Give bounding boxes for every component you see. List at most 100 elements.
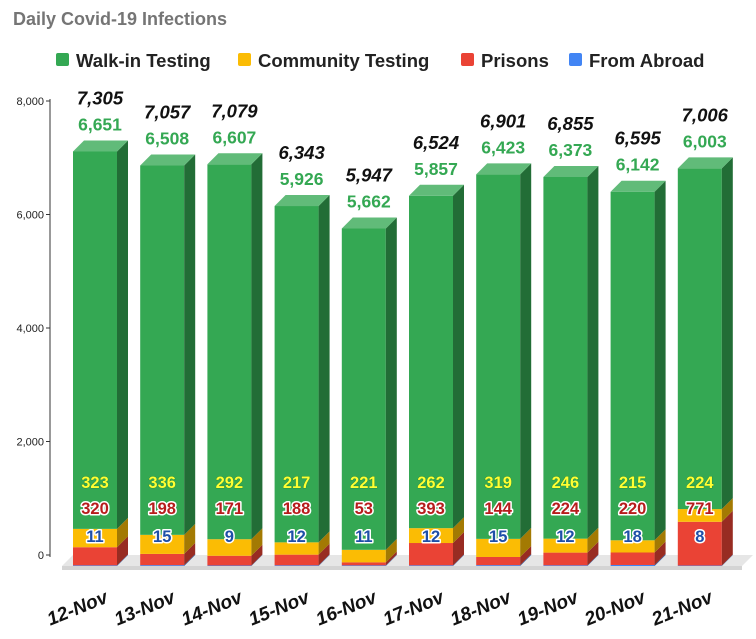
bar-3-series-1-front (274, 542, 319, 555)
bar-9-series-3-side (721, 554, 733, 566)
bar-4-series-3-side (385, 554, 397, 566)
x-tick-label-6: 18-Nov (447, 587, 515, 631)
bar-8-series-0-front (610, 191, 655, 541)
bar-0-series-3-front (73, 565, 117, 566)
bar-4-series-2-side (385, 551, 397, 566)
total-label-7: 6,855 (547, 113, 594, 134)
bar-4-series-1-front (341, 549, 386, 563)
bar-5 (409, 184, 464, 566)
community-label-9: 224 (686, 474, 714, 492)
bar-6-series-0-front (476, 174, 521, 539)
community-label-3: 217 (283, 474, 311, 492)
bar-3-series-3-front (274, 565, 319, 566)
bar-0 (73, 140, 128, 566)
bar-6-series-1-front (476, 538, 521, 557)
legend-swatch-2 (461, 53, 474, 66)
bar-4-series-0-side (385, 217, 397, 550)
data-labels: 7,305 6,651 323 320 11 7,057 6,508 336 198 15 7,07… (77, 87, 729, 547)
abroad-label-5: 12 (422, 528, 440, 546)
legend-swatch-1 (238, 53, 251, 66)
bar-8-top (610, 180, 666, 192)
total-label-9: 7,006 (682, 104, 729, 125)
bar-7-series-3-side (587, 554, 599, 566)
y-axis: 0 2,000 4,000 6,000 8,000 (16, 96, 51, 562)
bar-5-series-2-side (453, 532, 464, 566)
bar-0-series-2-front (73, 547, 117, 566)
abroad-label-8: 18 (623, 528, 641, 546)
bar-4-series-2-front (341, 562, 386, 566)
walkin-label-2: 6,607 (213, 127, 257, 147)
prisons-label-8: 220 (619, 500, 647, 518)
bar-8-series-3-front (610, 564, 655, 566)
community-label-7: 246 (552, 474, 580, 492)
total-label-2: 7,079 (211, 100, 258, 121)
walkin-label-8: 6,142 (616, 155, 660, 175)
bar-1-series-1-front (140, 534, 185, 554)
y-tick-label-3: 6,000 (16, 210, 44, 222)
bar-2 (207, 153, 263, 566)
bar-3-series-2-side (318, 543, 330, 566)
bar-7-series-3-front (543, 565, 588, 566)
bar-6-series-0-side (520, 163, 532, 539)
bar-1-series-3-front (140, 565, 185, 566)
bar-2-top (207, 153, 263, 165)
bar-2-series-2-side (251, 544, 263, 566)
bar-3-top (274, 195, 330, 207)
x-tick-label-1: 13-Nov (111, 587, 179, 631)
floor-front (62, 566, 742, 570)
prisons-label-4: 53 (355, 500, 373, 518)
bar-2-series-1-side (251, 528, 263, 556)
bar-0-series-1-side (117, 517, 128, 548)
bar-5-series-0-side (453, 184, 464, 529)
community-label-0: 323 (81, 474, 109, 492)
prisons-label-6: 144 (484, 500, 512, 518)
x-tick-label-9: 21-Nov (648, 587, 717, 631)
bar-7-series-2-side (587, 541, 599, 566)
bar-8-series-0-side (654, 180, 666, 541)
walkin-label-1: 6,508 (145, 129, 189, 149)
bar-6-series-3-side (520, 554, 532, 566)
total-label-8: 6,595 (614, 128, 661, 149)
bar-3-series-3-side (318, 554, 330, 566)
legend-swatch-3 (569, 53, 582, 66)
prisons-label-9: 771 (686, 500, 714, 518)
bar-2-series-3-front (207, 565, 252, 566)
x-tick-label-3: 15-Nov (246, 587, 314, 631)
prisons-label-7: 224 (552, 500, 580, 518)
bar-7-series-1-side (587, 527, 599, 553)
y-tick-label-1: 2,000 (16, 437, 44, 449)
abroad-label-0: 11 (86, 528, 103, 546)
bar-3-series-0-front (274, 206, 319, 543)
bar-0-series-3-side (117, 554, 128, 566)
walkin-label-7: 6,373 (549, 140, 593, 160)
bar-9-series-0-side (721, 157, 733, 510)
bar-1-series-1-side (184, 523, 196, 554)
bar-2-series-1-front (207, 539, 252, 556)
y-tick-label-0: 0 (38, 550, 44, 562)
bar-0-series-0-front (73, 151, 117, 529)
walkin-label-9: 6,003 (683, 131, 727, 151)
community-label-1: 336 (148, 474, 176, 492)
bar-2-series-3-side (251, 554, 263, 566)
bar-8-series-1-front (610, 540, 655, 553)
bar-7-series-0-side (587, 165, 599, 539)
bar-5-series-3-front (409, 565, 453, 566)
bar-7-series-0-front (543, 176, 588, 539)
legend-label-3: From Abroad (589, 50, 704, 71)
abroad-label-7: 12 (556, 528, 574, 546)
bar-1-top (140, 154, 196, 166)
bar-4-series-0-front (341, 228, 386, 550)
bar-7 (543, 165, 599, 566)
community-label-6: 319 (484, 474, 512, 492)
bar-5-series-1-front (409, 528, 453, 544)
walkin-label-0: 6,651 (78, 114, 122, 134)
prisons-label-3: 188 (283, 500, 311, 518)
bar-9-series-2-side (721, 510, 733, 566)
x-tick-label-0: 12-Nov (44, 587, 112, 631)
walkin-label-3: 5,926 (280, 169, 324, 189)
prisons-label-1: 198 (148, 500, 176, 518)
abroad-label-1: 15 (153, 528, 171, 546)
x-tick-label-7: 19-Nov (515, 587, 583, 631)
community-label-2: 292 (216, 474, 244, 492)
bar-6-series-1-side (520, 527, 532, 557)
